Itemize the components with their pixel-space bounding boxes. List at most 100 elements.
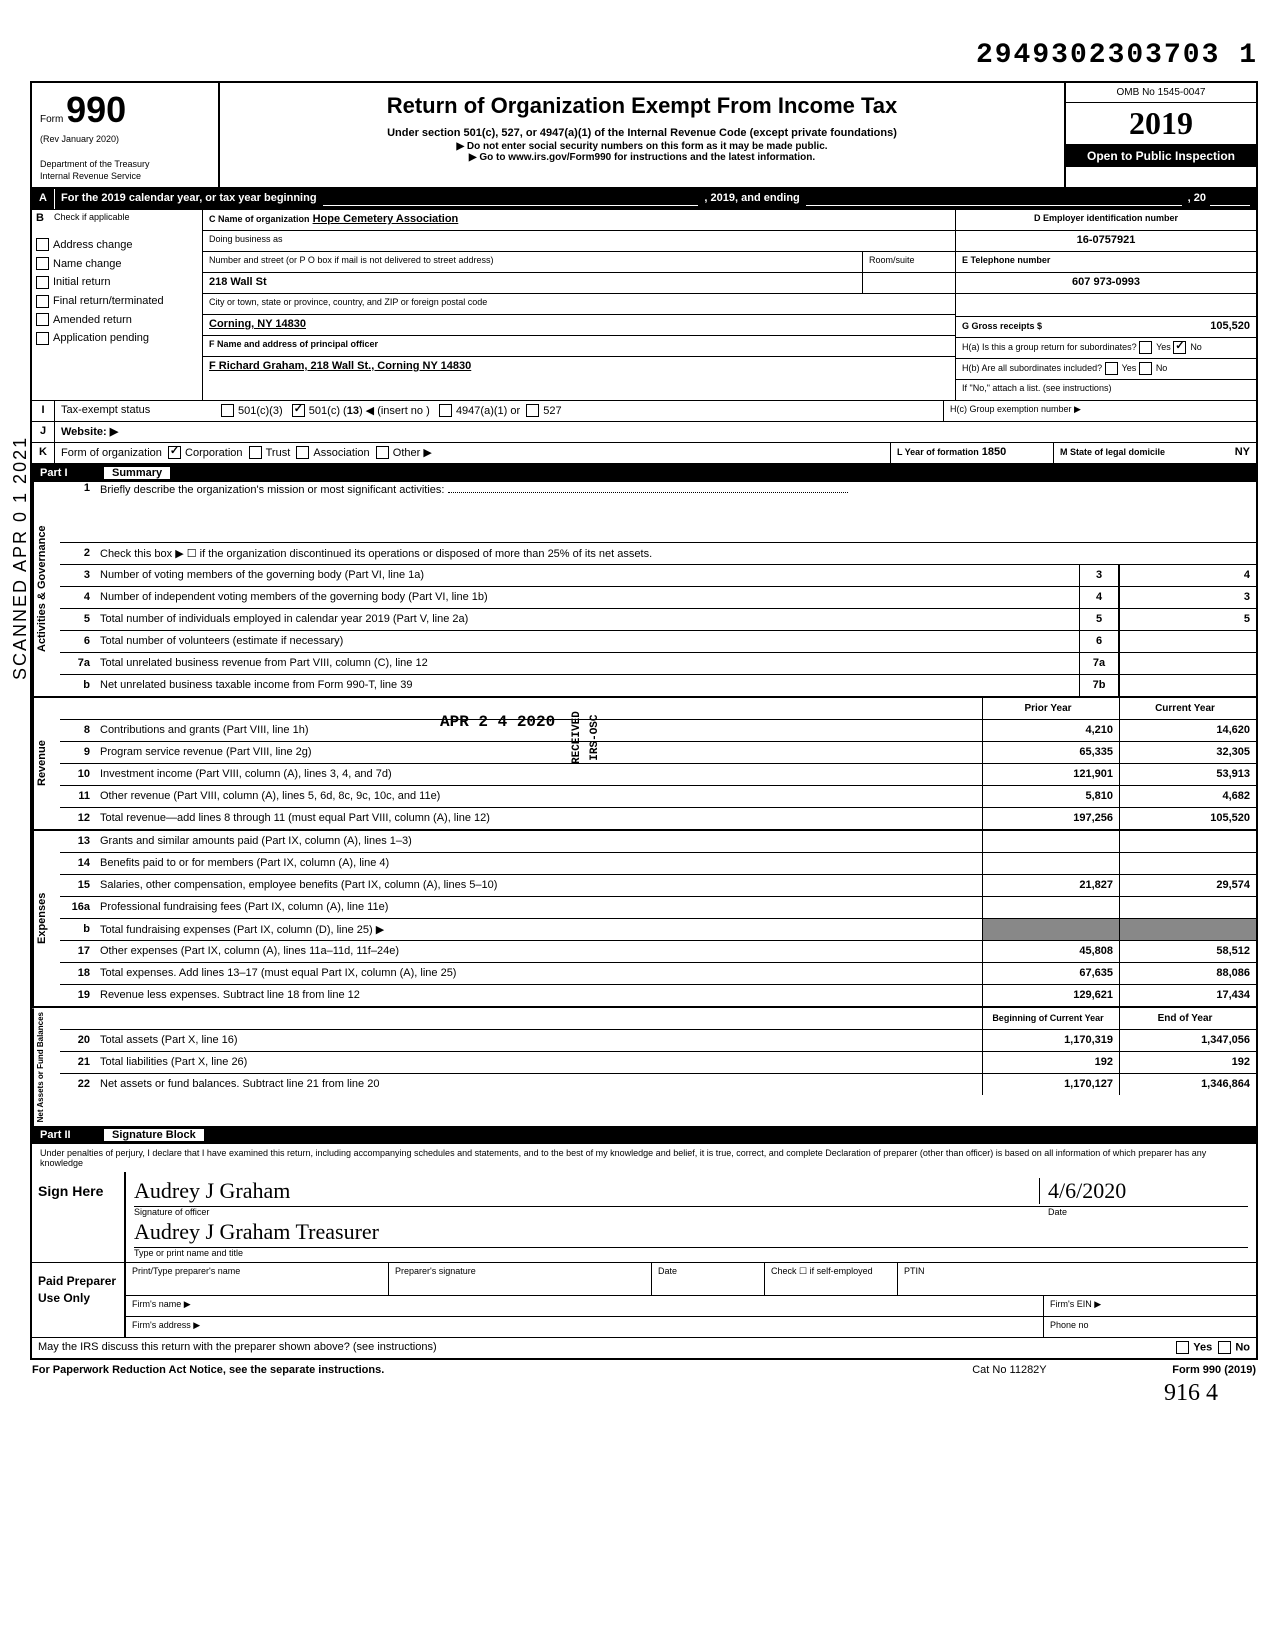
- line-9-num: 9: [60, 746, 96, 758]
- line-20-desc: Total assets (Part X, line 16): [96, 1032, 982, 1048]
- part-2-num: Part II: [40, 1129, 100, 1141]
- footer-row: For Paperwork Reduction Act Notice, see …: [30, 1360, 1258, 1380]
- firm-ein-label: Firm's EIN ▶: [1044, 1296, 1256, 1316]
- checkbox-name-change[interactable]: [36, 257, 49, 270]
- opt-527: 527: [543, 405, 561, 417]
- cb-501c3[interactable]: [221, 404, 234, 417]
- cb-4947[interactable]: [439, 404, 452, 417]
- ha-yes[interactable]: [1139, 341, 1152, 354]
- form-990-container: Form 990 (Rev January 2020) Department o…: [30, 81, 1258, 1360]
- line-7a-num: 7a: [60, 657, 96, 669]
- cb-discuss-yes[interactable]: [1176, 1341, 1189, 1354]
- line-1-desc: Briefly describe the organization's miss…: [96, 482, 1256, 498]
- opt-initial-return: Initial return: [53, 276, 110, 288]
- label-b: B: [36, 212, 54, 232]
- yes-label-2: Yes: [1122, 363, 1137, 373]
- line-15-v1: 21,827: [982, 875, 1119, 896]
- line-16b-v2: [1119, 919, 1256, 940]
- opt-final-return: Final return/terminated: [53, 295, 164, 307]
- line-13-num: 13: [60, 835, 96, 847]
- line-12-desc: Total revenue—add lines 8 through 11 (mu…: [96, 810, 982, 826]
- cb-trust[interactable]: [249, 446, 262, 459]
- line-3-num: 3: [60, 569, 96, 581]
- form-header: Form 990 (Rev January 2020) Department o…: [32, 83, 1256, 189]
- line-3-desc: Number of voting members of the governin…: [96, 567, 1079, 583]
- opt-501c3: 501(c)(3): [238, 405, 283, 417]
- part-1-header: Part I Summary: [32, 464, 1256, 482]
- line-17-desc: Other expenses (Part IX, column (A), lin…: [96, 943, 982, 959]
- line-17-v1: 45,808: [982, 941, 1119, 962]
- opt-amended-return: Amended return: [53, 314, 132, 326]
- part-2-title: Signature Block: [104, 1129, 204, 1141]
- cb-other[interactable]: [376, 446, 389, 459]
- yes-label-1: Yes: [1156, 342, 1171, 352]
- form-word: Form: [40, 114, 63, 125]
- city-label: City or town, state or province, country…: [203, 294, 955, 314]
- checkbox-address-change[interactable]: [36, 238, 49, 251]
- line-19-desc: Revenue less expenses. Subtract line 18 …: [96, 987, 982, 1003]
- hb-no[interactable]: [1139, 362, 1152, 375]
- no-label-1: No: [1190, 342, 1202, 352]
- f-value: F Richard Graham, 218 Wall St., Corning …: [203, 357, 955, 377]
- checkbox-initial-return[interactable]: [36, 276, 49, 289]
- checkbox-amended-return[interactable]: [36, 313, 49, 326]
- vlabel-net-assets: Net Assets or Fund Balances: [32, 1008, 60, 1126]
- line-5-num: 5: [60, 613, 96, 625]
- discuss-no: No: [1235, 1342, 1250, 1354]
- cb-527[interactable]: [526, 404, 539, 417]
- irs-discuss-text: May the IRS discuss this return with the…: [38, 1341, 437, 1353]
- paid-preparer-block: Paid Preparer Use Only Print/Type prepar…: [32, 1263, 1256, 1338]
- form-revision: (Rev January 2020): [40, 134, 210, 146]
- check-self-employed: Check ☐ if self-employed: [765, 1263, 898, 1295]
- summary-expenses: Expenses 13Grants and similar amounts pa…: [32, 829, 1256, 1006]
- omb-number: OMB No 1545-0047: [1066, 83, 1256, 103]
- part-1-num: Part I: [40, 467, 100, 479]
- prep-date-label: Date: [652, 1263, 765, 1295]
- line-22-v2: 1,346,864: [1119, 1074, 1256, 1095]
- summary-governance: Activities & Governance 1 Briefly descri…: [32, 482, 1256, 696]
- line-16b-desc: Total fundraising expenses (Part IX, col…: [96, 921, 982, 938]
- line-8-v1: 4,210: [982, 720, 1119, 741]
- line-15-num: 15: [60, 879, 96, 891]
- line-12-num: 12: [60, 812, 96, 824]
- cb-corporation[interactable]: ✓: [168, 446, 181, 459]
- line-9-v2: 32,305: [1119, 742, 1256, 763]
- h-note: If "No," attach a list. (see instruction…: [956, 380, 1256, 400]
- opt-application-pending: Application pending: [53, 332, 149, 344]
- irs-label: Internal Revenue Service: [40, 171, 210, 183]
- line-16b-v1: [982, 919, 1119, 940]
- line-14-v1: [982, 853, 1119, 874]
- g-label: G Gross receipts $: [962, 321, 1042, 331]
- checkbox-application-pending[interactable]: [36, 332, 49, 345]
- line-10-num: 10: [60, 768, 96, 780]
- hc-label: H(c) Group exemption number ▶: [943, 401, 1256, 421]
- checkbox-final-return[interactable]: [36, 295, 49, 308]
- line-14-v2: [1119, 853, 1256, 874]
- ha-no[interactable]: ✓: [1173, 341, 1186, 354]
- vlabel-expenses: Expenses: [32, 831, 60, 1006]
- dba-label: Doing business as: [203, 231, 955, 251]
- cat-no: Cat No 11282Y: [972, 1364, 1172, 1376]
- cb-association[interactable]: [296, 446, 309, 459]
- m-label: M State of legal domicile: [1060, 447, 1165, 457]
- line-20-v1: 1,170,319: [982, 1030, 1119, 1051]
- cb-discuss-no[interactable]: [1218, 1341, 1231, 1354]
- form-note-url: ▶ Go to www.irs.gov/Form990 for instruct…: [230, 152, 1054, 163]
- discuss-yes: Yes: [1193, 1342, 1212, 1354]
- line-7a-val: [1119, 653, 1256, 674]
- cb-501c[interactable]: ✓: [292, 404, 305, 417]
- phone-value: 607 973-0993: [956, 273, 1256, 293]
- street-label: Number and street (or P O box if mail is…: [209, 255, 856, 265]
- hb-yes[interactable]: [1105, 362, 1118, 375]
- identity-block: B Check if applicable Address change Nam…: [32, 210, 1256, 401]
- line-16a-num: 16a: [60, 901, 96, 913]
- line-13-v1: [982, 831, 1119, 852]
- line-9-v1: 65,335: [982, 742, 1119, 763]
- col-prior-year: Prior Year: [982, 698, 1119, 719]
- row-k: K Form of organization ✓Corporation Trus…: [32, 443, 1256, 464]
- gross-receipts: 105,520: [1210, 320, 1250, 332]
- e-label: E Telephone number: [956, 252, 1256, 272]
- opt-501c-post: ) ◀ (insert no ): [359, 405, 430, 417]
- date-label: Date: [1048, 1207, 1248, 1217]
- col-current-year: Current Year: [1119, 698, 1256, 719]
